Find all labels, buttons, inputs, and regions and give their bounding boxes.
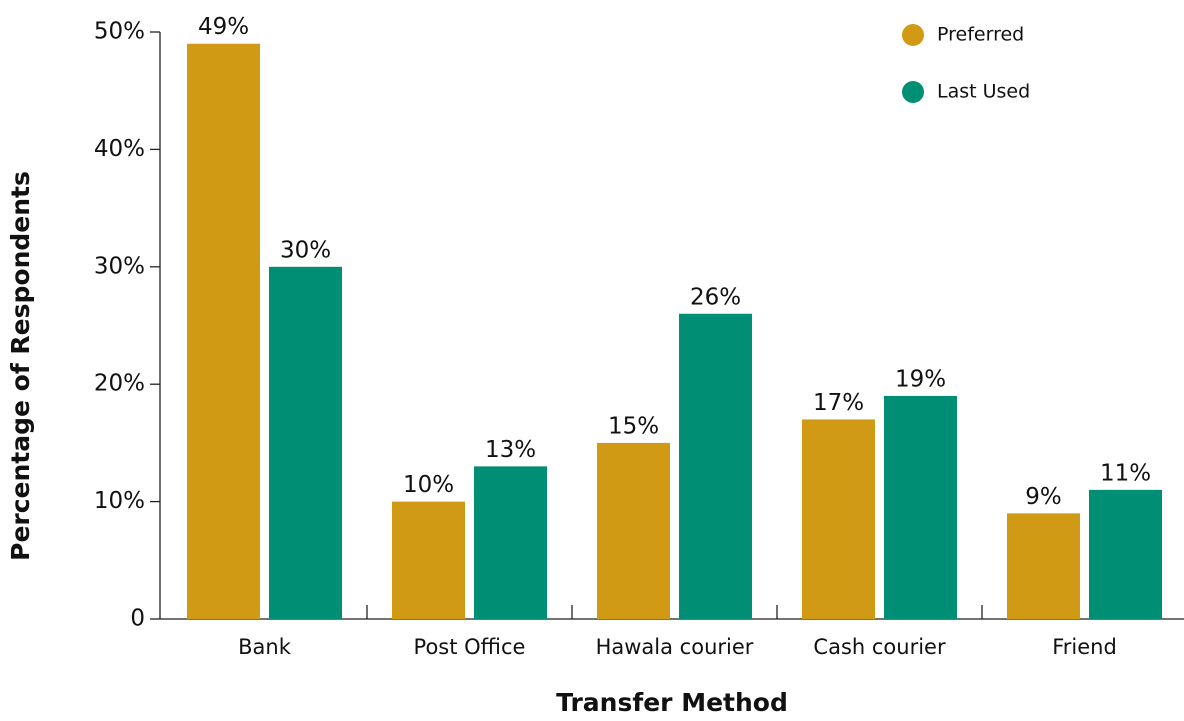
bar: [392, 501, 465, 619]
x-tick-label: Post Office: [414, 635, 526, 659]
bar: [597, 442, 670, 619]
x-axis-title: Transfer Method: [556, 688, 788, 717]
bar: [679, 313, 752, 619]
y-tick-label: 30%: [94, 253, 145, 279]
legend-swatch: [902, 24, 924, 46]
legend-swatch: [902, 81, 924, 103]
bar: [884, 395, 957, 619]
legend-label: Last Used: [937, 81, 1030, 103]
value-label: 13%: [485, 437, 536, 463]
value-label: 17%: [813, 390, 864, 416]
bar: [474, 466, 547, 619]
bar: [187, 43, 260, 620]
value-label: 9%: [1025, 484, 1062, 510]
value-label: 30%: [280, 237, 331, 263]
x-tick-label: Friend: [1052, 635, 1117, 659]
value-label: 11%: [1100, 460, 1151, 486]
value-label: 15%: [608, 413, 659, 439]
value-label: 26%: [690, 284, 741, 310]
value-label: 49%: [198, 14, 249, 40]
value-label: 19%: [895, 366, 946, 392]
bar: [269, 266, 342, 619]
value-label: 10%: [403, 472, 454, 498]
x-tick-label: Hawala courier: [596, 635, 754, 659]
y-tick-label: 40%: [94, 136, 145, 162]
legend-label: Preferred: [937, 24, 1024, 46]
y-tick-label: 10%: [94, 488, 145, 514]
x-tick-label: Bank: [238, 635, 292, 659]
y-tick-label: 50%: [94, 19, 145, 45]
x-tick-label: Cash courier: [813, 635, 946, 659]
y-tick-label: 20%: [94, 371, 145, 397]
bar: [1089, 489, 1162, 619]
bar: [802, 419, 875, 619]
y-axis-title: Percentage of Respondents: [6, 171, 35, 561]
bar: [1007, 513, 1080, 619]
y-tick-label: 0: [130, 606, 145, 632]
